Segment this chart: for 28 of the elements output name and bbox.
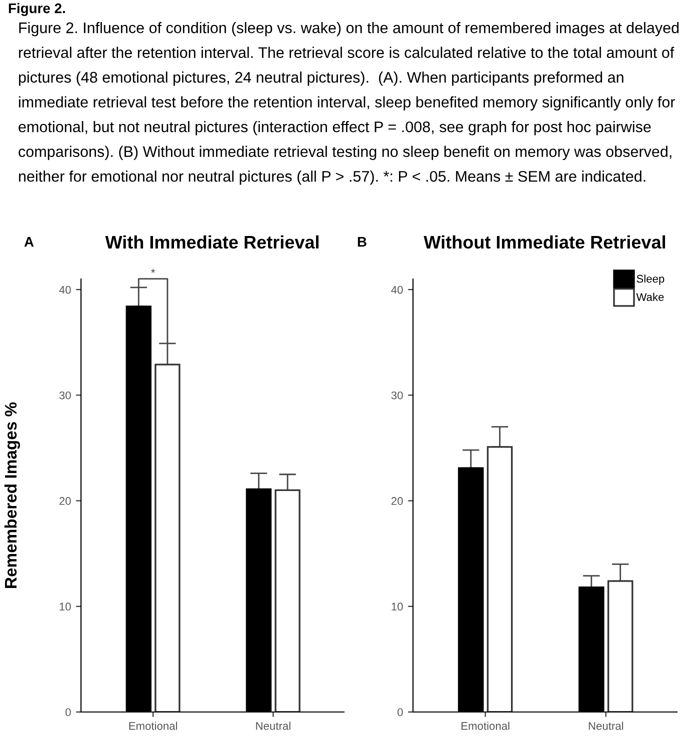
bar — [274, 489, 300, 712]
y-tick-label: 40 — [59, 286, 71, 294]
bar — [486, 446, 513, 712]
x-tick-label: Neutral — [256, 722, 290, 730]
legend-label: Sleep — [636, 274, 664, 285]
bar — [607, 580, 634, 712]
x-tick-label: Neutral — [588, 722, 624, 730]
y-tick-label: 10 — [60, 602, 71, 611]
y-tick-label: 0 — [66, 708, 71, 716]
y-tick-label: 30 — [391, 391, 403, 400]
x-tick-label: Emotional — [462, 722, 510, 730]
bar — [154, 364, 180, 712]
text: A — [24, 237, 34, 247]
caption: Figure 2. Influence of condition (sleep vs. wake) on the amount of remembered images at delayed retrieval after the retention interval. The retrieval score is calculated relative to the total amount of pictures (48 emotional pictures, 24 neutral pictures). (A). When participants preformed an immediate retrieval test before the retention interval, sleep benefited memory significantly only for emotional, but not neutral pictures (interaction effect P = .008, see graph for post hoc pairwise comparisons). (B) Without immediate retrieval testing no sleep benefit on memory was observed, neither for emotional nor neutral pictures (all P > .57). *: P < .05. Means ± SEM are indicated. — [18, 22, 679, 185]
y-tick-label: 10 — [392, 602, 403, 611]
text: * — [151, 268, 156, 273]
y-axis-title: Remembered Images % — [4, 402, 20, 588]
y-tick-label: 20 — [391, 497, 403, 505]
chart-title: Without Immediate Retrieval — [424, 235, 666, 249]
y-tick-label: 20 — [59, 497, 71, 505]
caption: Figure 2. — [8, 3, 65, 16]
x-tick-label: Emotional — [129, 722, 178, 730]
y-tick-label: 40 — [391, 286, 403, 294]
y-tick-label: 30 — [59, 391, 71, 400]
legend-label: Wake — [636, 292, 664, 301]
text: B — [358, 237, 366, 247]
y-tick-label: 0 — [398, 708, 403, 716]
chart-title: With Immediate Retrieval — [105, 235, 319, 249]
